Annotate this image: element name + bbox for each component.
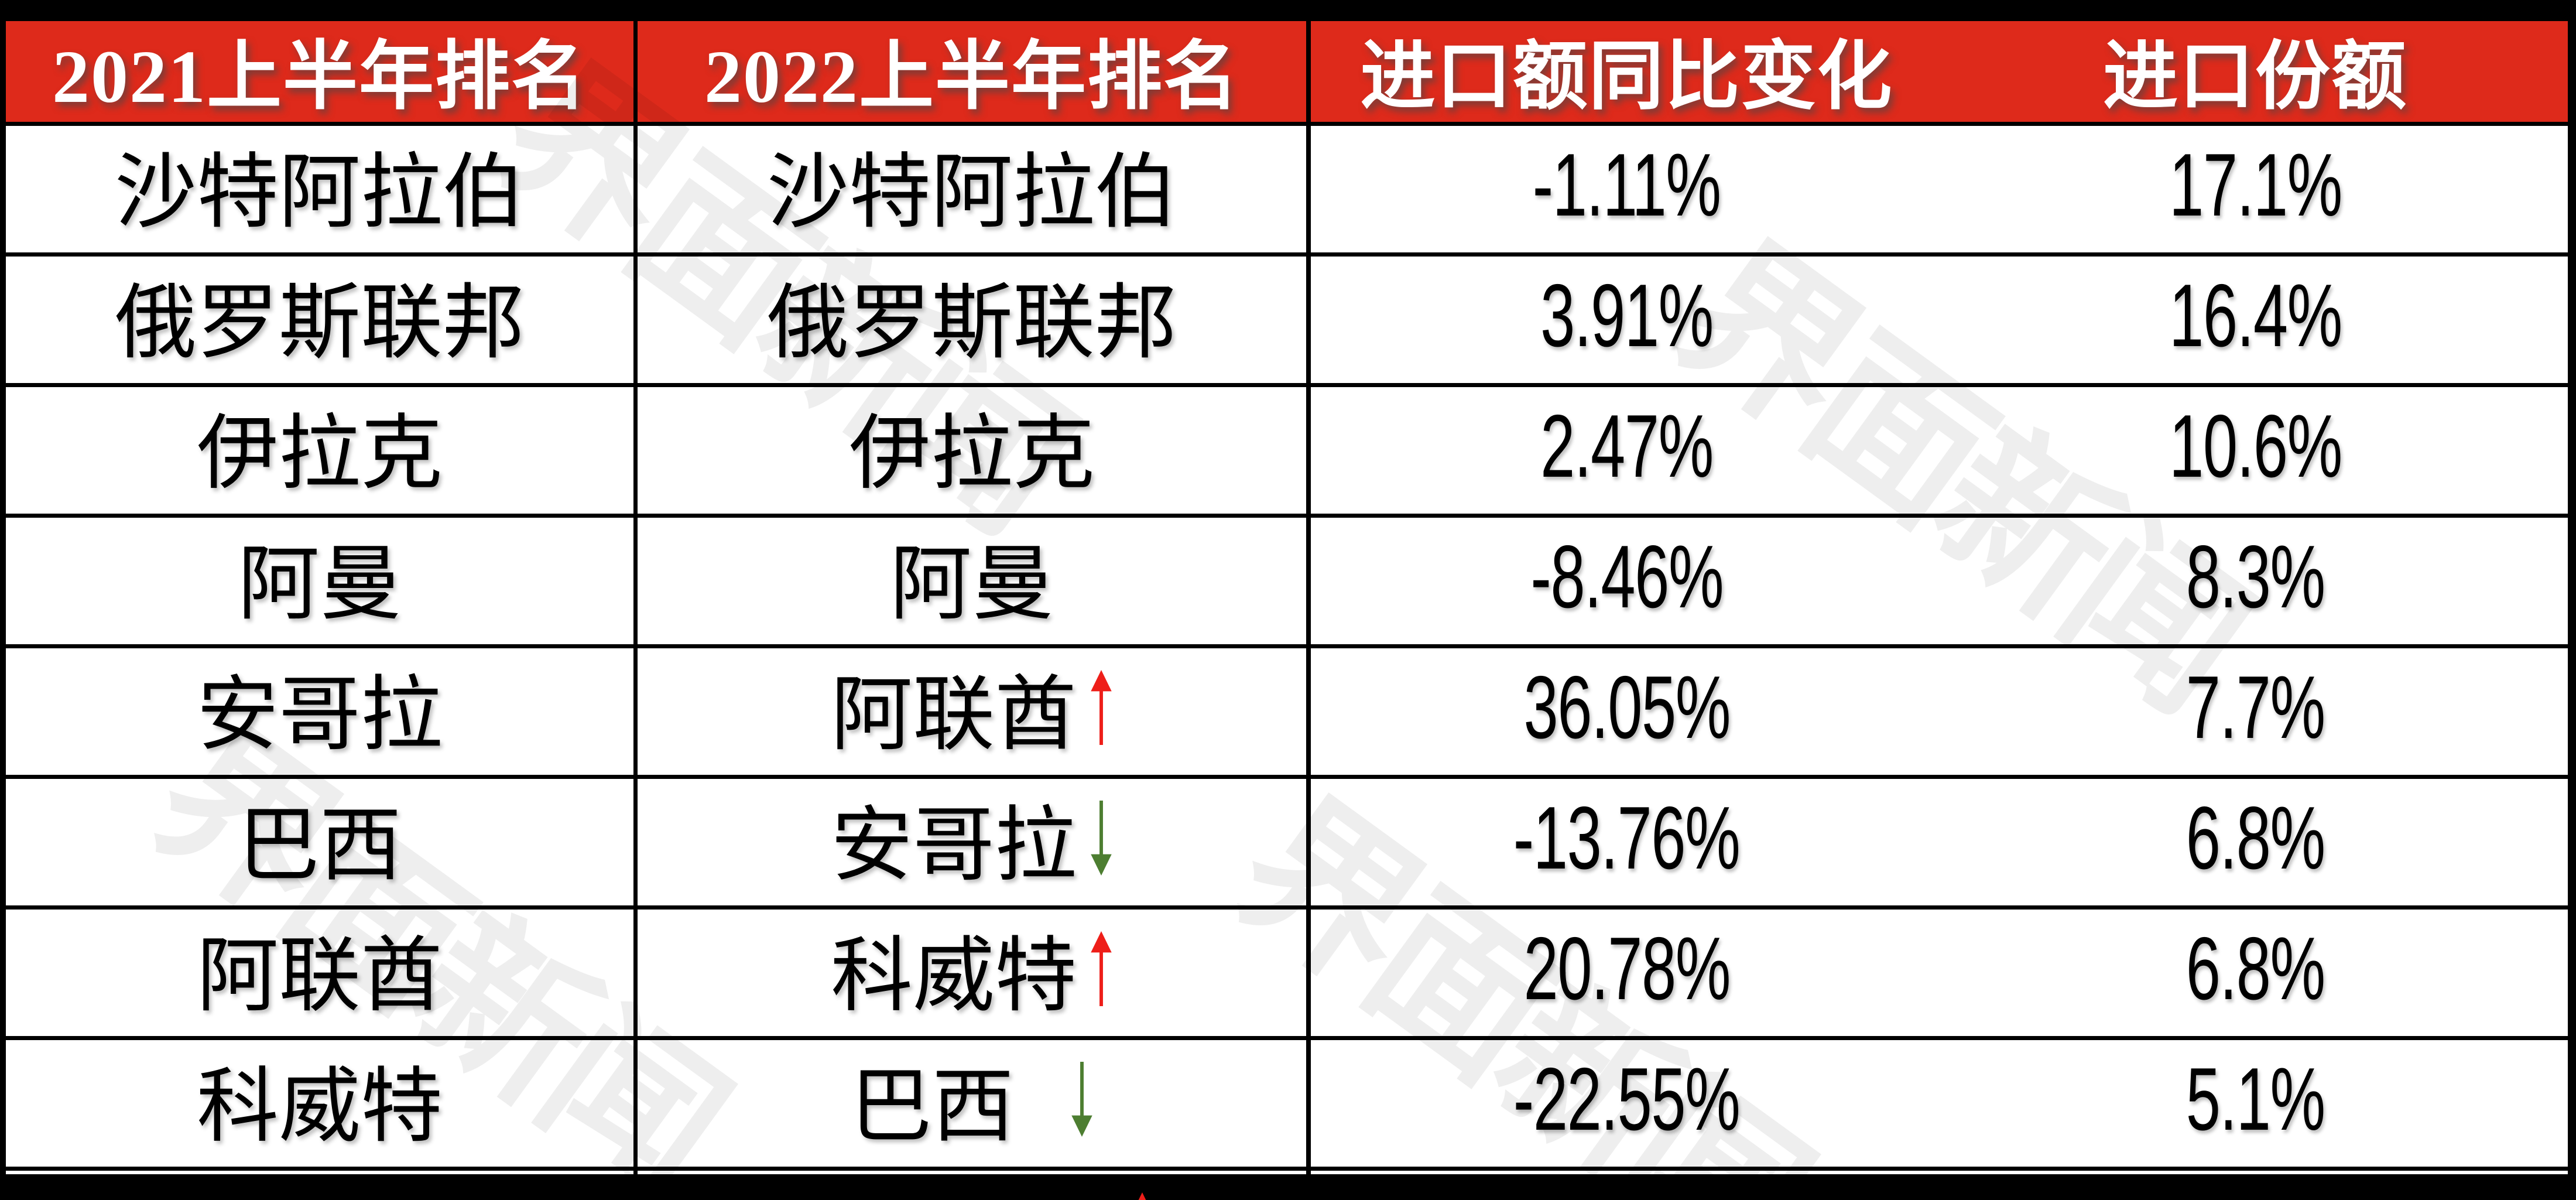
import-share-cell: 6.8%	[1943, 910, 2568, 1036]
import-ranking-table: 2021上半年排名 2022上半年排名 进口额同比变化 进口份额 沙特阿拉伯 沙…	[6, 21, 2568, 1200]
yoy-change-cell: 36.05%	[1311, 648, 1943, 775]
yoy-change-value: 3.91%	[1540, 265, 1714, 365]
import-share-value: 17.1%	[2169, 135, 2342, 235]
import-share-value: 4.4%	[2186, 1179, 2325, 1200]
country-2022-label: 巴西	[849, 1062, 1014, 1153]
yoy-change-value: -22.55%	[1513, 1049, 1741, 1149]
rank-2021-cell: 安哥拉	[6, 648, 638, 775]
yoy-change-value: 20.78%	[1523, 918, 1731, 1018]
import-share-value: 5.1%	[2186, 1049, 2325, 1149]
rank-2022-cell: 科威特	[638, 910, 1311, 1036]
table-header-row: 2021上半年排名 2022上半年排名 进口额同比变化 进口份额	[6, 21, 2568, 126]
rank-2022-cell: 阿联酋	[638, 648, 1311, 775]
table-row: 沙特阿拉伯 沙特阿拉伯 -1.11% 17.1%	[6, 126, 2568, 257]
yoy-change-cell: 2.47%	[1311, 387, 1943, 514]
country-2022-label: 阿联酋	[830, 670, 1077, 761]
header-yoy-change: 进口额同比变化	[1360, 35, 1893, 118]
rank-2022-cell: 沙特阿拉伯	[638, 126, 1311, 252]
import-share-cell: 7.7%	[1943, 648, 2568, 775]
rank-2021-cell: 巴西	[6, 779, 638, 905]
country-2021-label: 阿曼	[237, 539, 402, 630]
yoy-change-value: -1.11%	[1533, 135, 1721, 235]
table-row: 阿曼 阿曼 -8.46% 8.3%	[6, 518, 2568, 648]
country-2021-label: 科威特	[196, 1062, 443, 1153]
country-2022-label: 俄罗斯联邦	[766, 278, 1177, 369]
import-share-cell: 6.8%	[1943, 779, 2568, 905]
import-share-value: 7.7%	[2186, 657, 2325, 757]
down-arrow-icon	[1090, 801, 1113, 876]
up-arrow-icon	[1090, 670, 1113, 745]
yoy-change-value: 36.05%	[1523, 657, 1731, 757]
yoy-change-value: 51.51%	[1523, 1179, 1731, 1200]
table-row: 安哥拉 阿联酋 36.05% 7.7%	[6, 648, 2568, 779]
table-row: 俄罗斯联邦 俄罗斯联邦 3.91% 16.4%	[6, 257, 2568, 387]
country-2021-label: 安哥拉	[196, 670, 443, 761]
rank-2022-cell: 安哥拉	[638, 779, 1311, 905]
yoy-change-value: -13.76%	[1513, 788, 1741, 888]
yoy-change-cell: 3.91%	[1311, 257, 1943, 383]
country-2021-label: 挪威	[238, 1171, 402, 1200]
yoy-change-cell: 51.51%	[1311, 1171, 1943, 1200]
country-2022-label: 科威特	[830, 931, 1077, 1022]
header-import-share: 进口份额	[2102, 35, 2407, 118]
import-share-value: 6.8%	[2186, 788, 2325, 888]
import-share-value: 8.3%	[2186, 527, 2325, 627]
yoy-change-value: 2.47%	[1540, 396, 1714, 496]
import-share-cell: 5.1%	[1943, 1040, 2568, 1167]
yoy-change-cell: -22.55%	[1311, 1040, 1943, 1167]
import-share-cell: 10.6%	[1943, 387, 2568, 514]
rank-2021-cell: 伊拉克	[6, 387, 638, 514]
yoy-change-cell: -1.11%	[1311, 126, 1943, 252]
country-2021-label: 阿联酋	[196, 931, 443, 1022]
up-arrow-icon	[1090, 931, 1113, 1006]
import-share-cell: 8.3%	[1943, 518, 2568, 644]
import-share-value: 16.4%	[2169, 265, 2342, 365]
table-row: 阿联酋 科威特 20.78% 6.8%	[6, 910, 2568, 1040]
table-body: 沙特阿拉伯 沙特阿拉伯 -1.11% 17.1% 俄罗斯联邦 俄罗斯联邦 3.9…	[6, 126, 2568, 1200]
table-row: 挪威 马来西亚 51.51% 4.4%	[6, 1171, 2568, 1200]
table-row: 伊拉克 伊拉克 2.47% 10.6%	[6, 387, 2568, 518]
yoy-change-cell: 20.78%	[1311, 910, 1943, 1036]
rank-2021-cell: 沙特阿拉伯	[6, 126, 638, 252]
yoy-change-value: -8.46%	[1530, 527, 1724, 627]
country-2021-label: 俄罗斯联邦	[114, 278, 525, 369]
rank-2022-cell: 阿曼	[638, 518, 1311, 644]
import-share-cell: 4.4%	[1943, 1171, 2568, 1200]
rank-2021-cell: 阿曼	[6, 518, 638, 644]
rank-2022-cell: 巴西	[638, 1040, 1311, 1167]
country-2022-label: 伊拉克	[848, 409, 1095, 500]
import-share-cell: 16.4%	[1943, 257, 2568, 383]
table-row: 巴西 安哥拉 -13.76% 6.8%	[6, 779, 2568, 910]
up-arrow-icon	[1131, 1192, 1154, 1200]
header-rank-2022: 2022上半年排名	[638, 21, 1311, 122]
rank-2021-cell: 阿联酋	[6, 910, 638, 1036]
rank-2022-cell: 俄罗斯联邦	[638, 257, 1311, 383]
import-share-value: 10.6%	[2169, 396, 2342, 496]
rank-2021-cell: 俄罗斯联邦	[6, 257, 638, 383]
import-share-cell: 17.1%	[1943, 126, 2568, 252]
header-rank-2021: 2021上半年排名	[6, 21, 638, 122]
country-2022-label: 阿曼	[889, 539, 1054, 630]
country-2021-label: 伊拉克	[196, 409, 443, 500]
import-share-value: 6.8%	[2186, 918, 2325, 1018]
country-2022-label: 沙特阿拉伯	[766, 148, 1177, 238]
rank-2022-cell: 伊拉克	[638, 387, 1311, 514]
rank-2021-cell: 科威特	[6, 1040, 638, 1167]
rank-2021-cell: 挪威	[6, 1171, 638, 1200]
rank-2022-cell: 马来西亚	[638, 1171, 1311, 1200]
yoy-change-cell: -8.46%	[1311, 518, 1943, 644]
country-2021-label: 巴西	[237, 801, 402, 891]
country-2022-label: 马来西亚	[790, 1171, 1118, 1200]
country-2022-label: 安哥拉	[830, 801, 1077, 891]
down-arrow-icon	[1070, 1062, 1094, 1137]
table-row: 科威特 巴西 -22.55% 5.1%	[6, 1040, 2568, 1171]
country-2021-label: 沙特阿拉伯	[114, 148, 525, 238]
yoy-change-cell: -13.76%	[1311, 779, 1943, 905]
